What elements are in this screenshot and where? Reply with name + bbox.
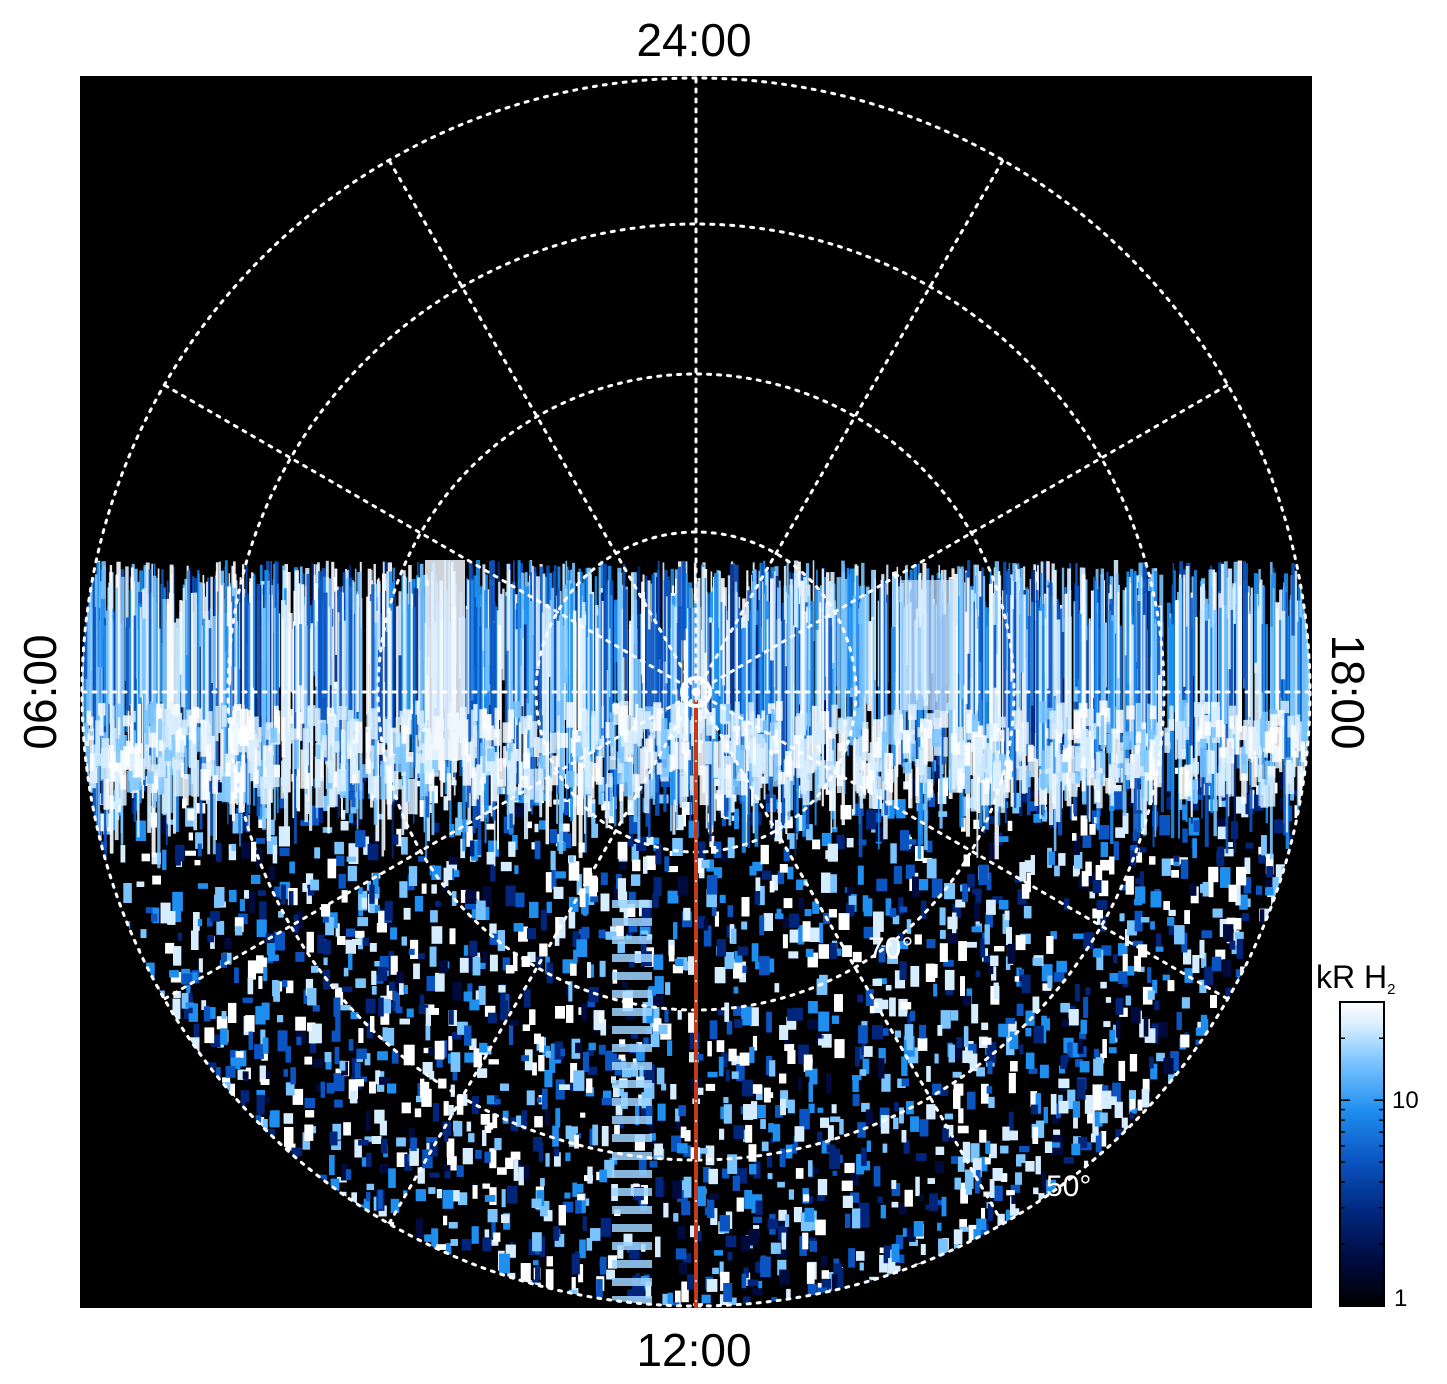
latitude-circle-60	[226, 222, 1166, 1162]
pole-marker	[680, 676, 712, 708]
colorbar-tick-label-1: 1	[1394, 1285, 1407, 1312]
colorbar-title-main: kR H	[1316, 959, 1387, 995]
colorbar-minor-ticks	[1340, 1001, 1384, 1245]
colorbar-title-subscript: 2	[1387, 981, 1395, 998]
meridian-line	[162, 690, 698, 1001]
local-time-label-bottom: 12:00	[636, 1324, 751, 1376]
latitude-label-50: 50°	[1046, 1170, 1091, 1203]
local-time-label-right: 18:00	[1322, 634, 1374, 749]
meridian-line	[162, 383, 698, 694]
colorbar-title: kR H2	[1316, 959, 1395, 998]
meridian-line	[694, 383, 1230, 694]
meridian-line	[694, 690, 1230, 1001]
colorbar-gradient	[1339, 1001, 1385, 1307]
colorbar: kR H2 10 1	[1316, 959, 1419, 1312]
meridian-line	[694, 158, 1005, 694]
meridian-line	[387, 158, 698, 694]
colorbar-tick-label-10: 10	[1392, 1087, 1419, 1114]
local-time-label-left: 06:00	[14, 634, 66, 749]
meridian-line	[387, 690, 698, 1226]
local-time-label-top: 24:00	[636, 14, 751, 66]
meridian-line	[694, 690, 1005, 1226]
latitude-label-70: 70°	[868, 932, 913, 965]
